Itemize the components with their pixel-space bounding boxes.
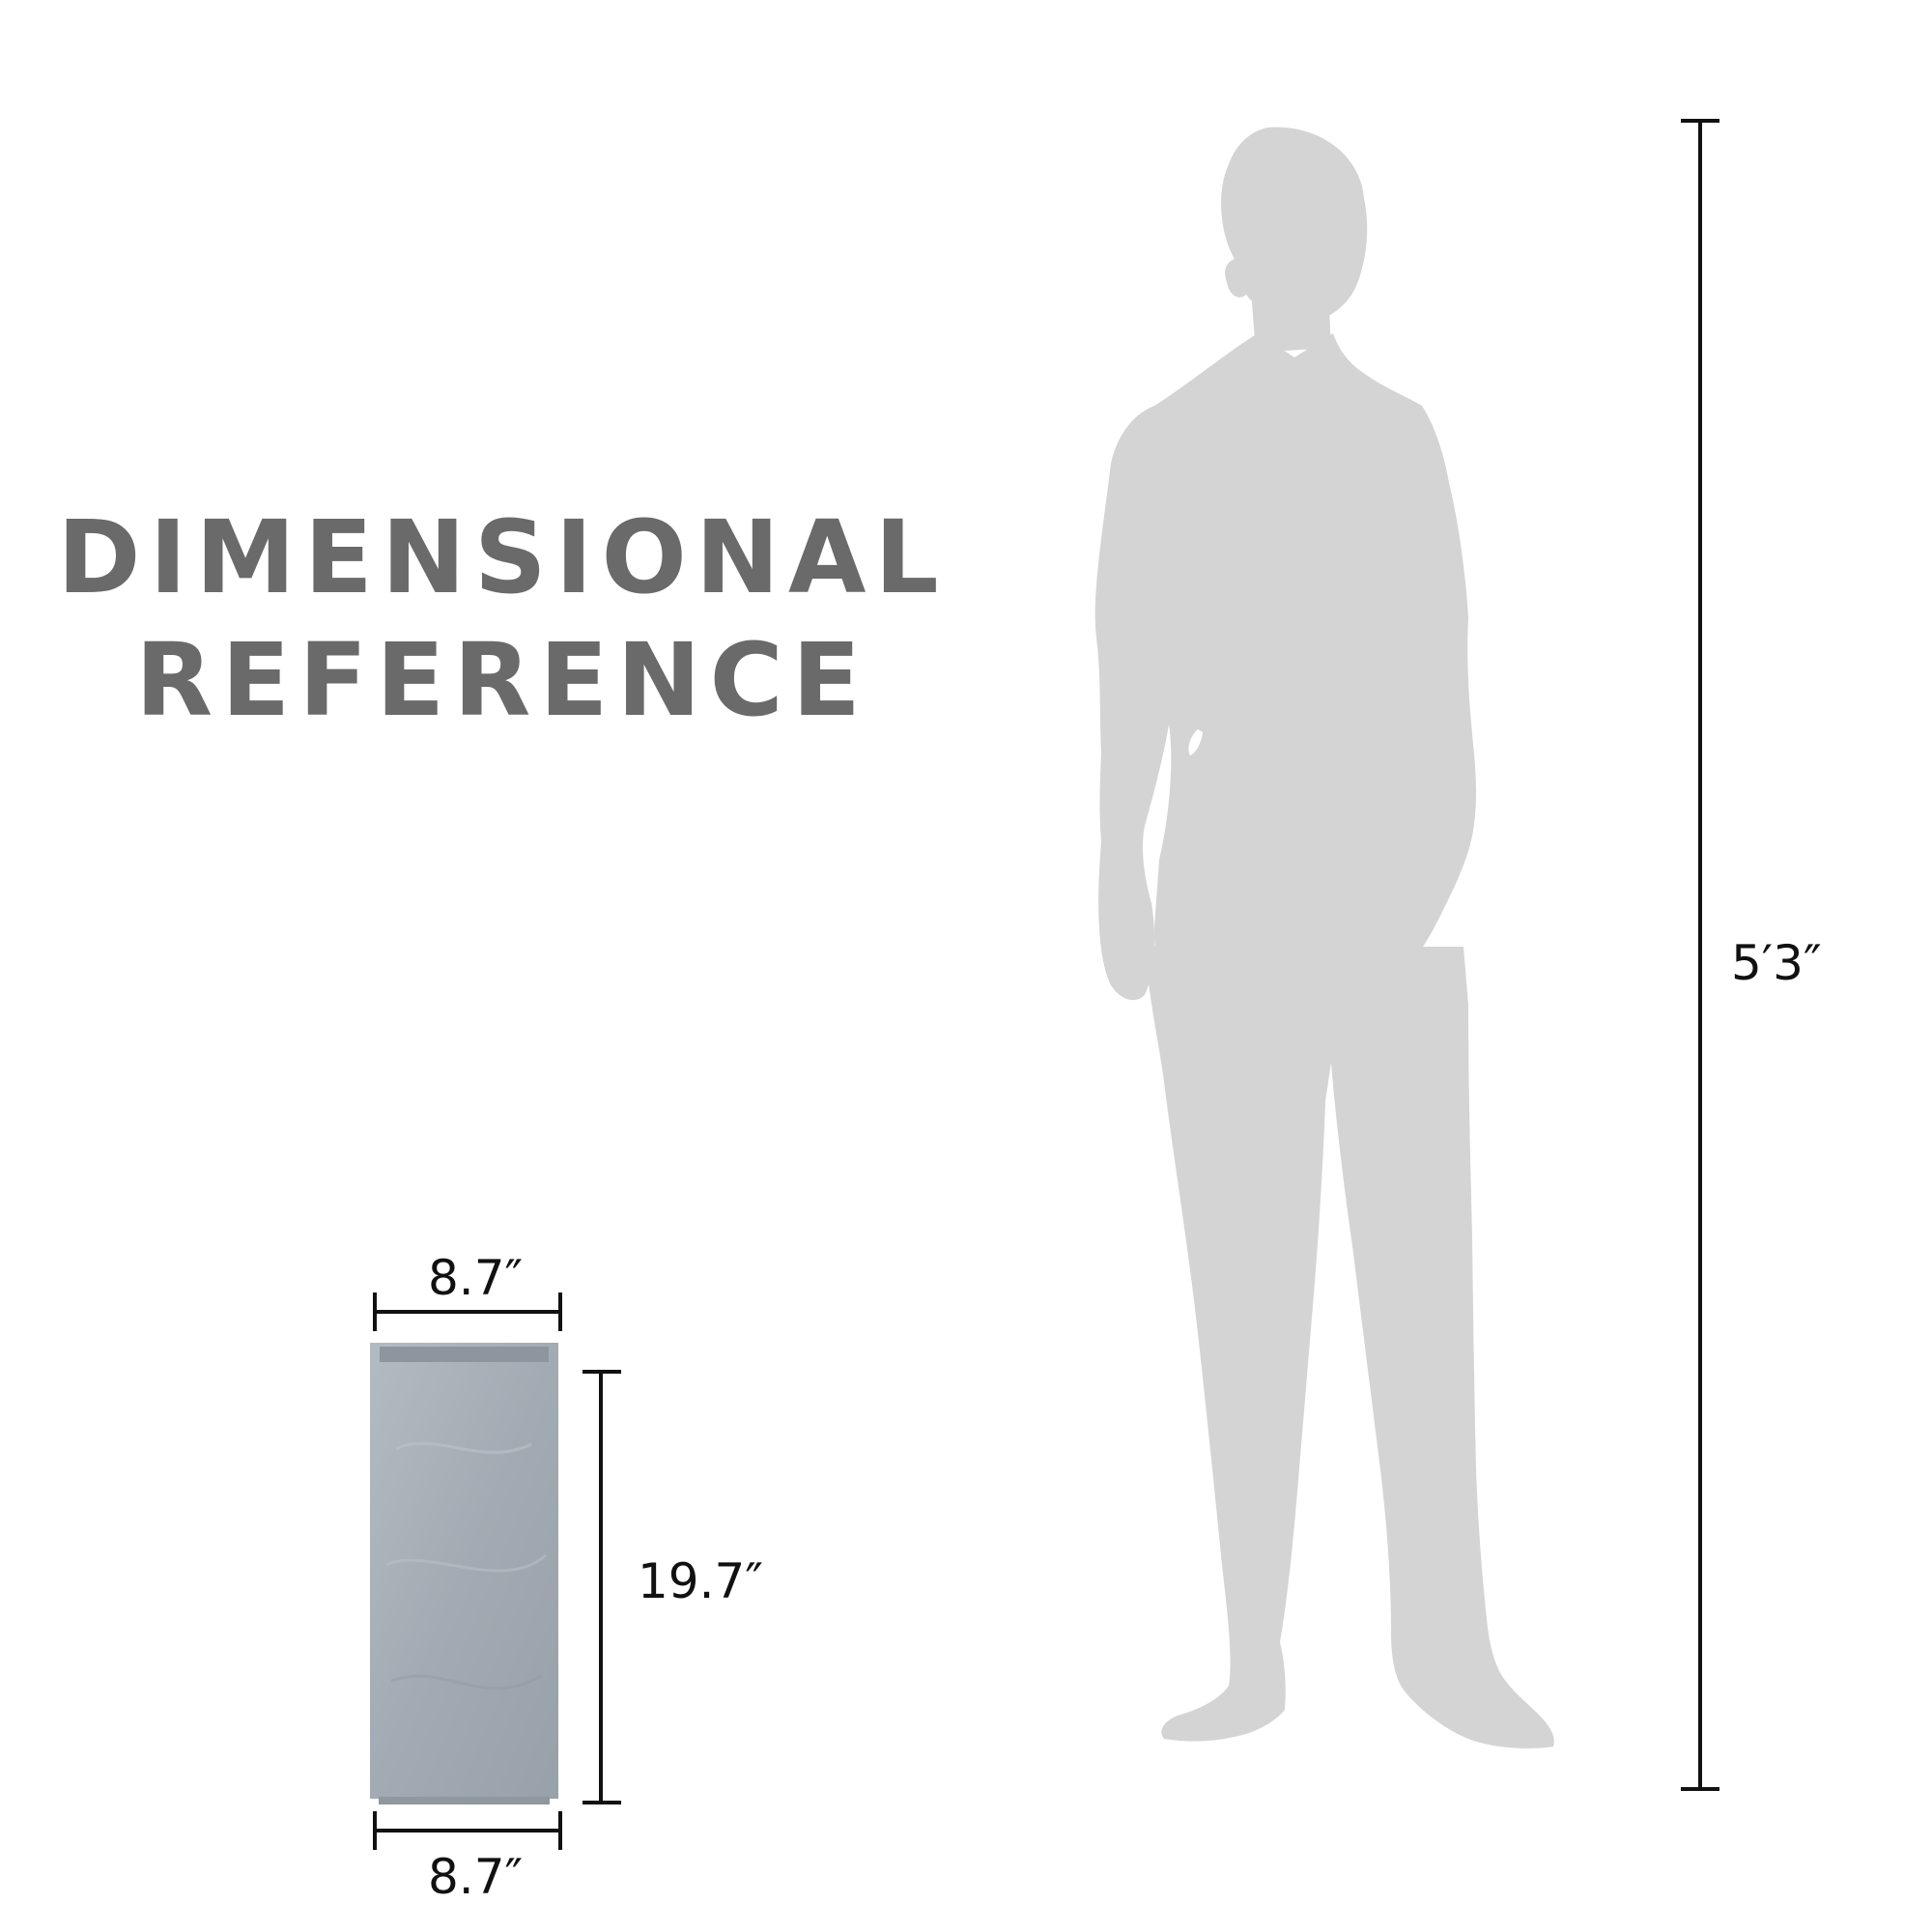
silhouette-legs — [1145, 947, 1554, 1748]
silhouette-neck — [1251, 290, 1331, 353]
silhouette-head — [1221, 127, 1368, 325]
silhouette-pocket-gap-left — [1188, 729, 1203, 755]
planter-height-dimension — [582, 1370, 621, 1804]
planter — [370, 1343, 558, 1804]
planter-body — [370, 1343, 558, 1799]
planter-bottom-width-label: 8.7″ — [428, 1849, 524, 1905]
person-silhouette — [1094, 127, 1554, 1748]
planter-base — [379, 1797, 550, 1804]
planter-texture-1 — [395, 1441, 532, 1454]
planter-rim-inner — [380, 1347, 549, 1362]
person-height-label: 5′3″ — [1731, 935, 1822, 991]
silhouette-torso — [1094, 333, 1477, 1001]
planter-texture-2 — [385, 1553, 547, 1573]
title-line-2: REFERENCE — [135, 621, 869, 739]
person-height-dimension — [1681, 119, 1719, 1791]
planter-texture-3 — [390, 1674, 542, 1690]
planter-height-label: 19.7″ — [638, 1553, 764, 1609]
title-line-1: DIMENSIONAL — [57, 498, 948, 616]
silhouette-pocket-gap-right — [1484, 773, 1492, 816]
planter-bottom-width-dimension — [373, 1811, 562, 1850]
planter-top-width-label: 8.7″ — [428, 1250, 524, 1306]
planter-top-width-dimension — [373, 1293, 562, 1331]
